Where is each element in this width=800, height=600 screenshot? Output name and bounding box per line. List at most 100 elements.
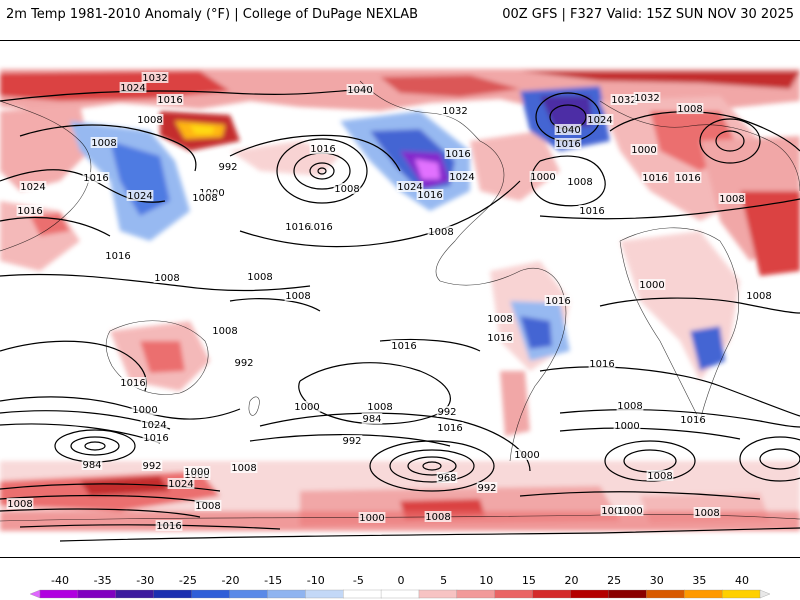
isobar-label-background — [633, 92, 661, 103]
isobar-label: 1008 — [677, 104, 702, 115]
isobar-label: 1000 — [359, 513, 384, 524]
isobar-label: 984 — [82, 460, 101, 471]
isobar-label: 1008 — [334, 184, 359, 195]
isobar-label: 1016 — [675, 173, 700, 184]
colorbar-swatch — [29, 589, 41, 599]
isobar-label-background — [6, 498, 34, 509]
isobar-label: 1008 — [195, 501, 220, 512]
isobar-label-background — [676, 103, 704, 114]
isobar-label: 1032 — [142, 73, 167, 84]
isobar-label: 1016 — [545, 296, 570, 307]
isobar-label-background — [306, 221, 334, 232]
colorbar-tick-label: -5 — [353, 574, 364, 587]
isobar-label-background — [191, 192, 219, 203]
isobar-label: 1000 — [530, 172, 555, 183]
isobar-label: 1016 — [445, 149, 470, 160]
isobar-label: 1008 — [212, 326, 237, 337]
isobar-label: 1008 — [154, 273, 179, 284]
isobar-label: 992 — [342, 436, 361, 447]
isobar-label-background — [104, 250, 132, 261]
colorbar-tick-label: 35 — [692, 574, 706, 587]
isobar-label: 1008 — [487, 314, 512, 325]
isobar-label-background — [309, 143, 337, 154]
isobar-label: 992 — [234, 358, 253, 369]
isobar-label: 1000 — [614, 421, 639, 432]
isobar-label: 1032 — [634, 93, 659, 104]
isobar-label-background — [476, 482, 498, 493]
isobar-label-background — [674, 172, 702, 183]
isobar-label-background — [630, 144, 658, 155]
isobar-label-background — [586, 114, 614, 125]
isobar-label: 1024 — [127, 191, 152, 202]
isobar-label: 1016 — [143, 433, 168, 444]
isobar-label-background — [211, 325, 239, 336]
colorbar-tick-labels: -40 -35 -30 -25 -20 -15 -10 -5 0 5 10 15 20 25 30 35 40 — [51, 574, 749, 587]
isobar-label-background — [119, 82, 147, 93]
colorbar-swatch — [153, 589, 193, 599]
isobar-label: 984 — [362, 414, 381, 425]
isobar-label-background — [233, 357, 255, 368]
model-run-valid-time: 00Z GFS | F327 Valid: 15Z SUN NOV 30 202… — [502, 7, 794, 22]
isobar-label-background — [486, 313, 514, 324]
colorbar-tick-label: 15 — [522, 574, 536, 587]
isobar-label: 1016 — [437, 423, 462, 434]
isobar-label: 1008 — [192, 193, 217, 204]
colorbar-swatch — [39, 589, 79, 599]
weather-map: 1032102410161040100810081016100099210241… — [0, 40, 800, 558]
isobar-label: 1016 — [555, 139, 580, 150]
isobar-label: 1000 — [132, 405, 157, 416]
isobar-label: 1016 — [417, 190, 442, 201]
colorbar-swatch — [721, 589, 761, 599]
isobar-label-background — [284, 221, 312, 232]
isobar-label: 1040 — [555, 125, 580, 136]
colorbar-tick-label: 25 — [607, 574, 621, 587]
isobar-label: 1016 — [680, 415, 705, 426]
isobar-label: 1016 — [105, 251, 130, 262]
isobar-label: 992 — [477, 483, 496, 494]
isobar-label: 1008 — [617, 401, 642, 412]
isobar-label: 1000 — [631, 145, 656, 156]
isobar-label: 1016 — [642, 173, 667, 184]
isobar-label: 1032 — [611, 95, 636, 106]
colorbar-swatch — [191, 589, 231, 599]
isobar-label-background — [544, 295, 572, 306]
isobar-label-background — [16, 205, 44, 216]
isobar-label-background — [141, 460, 163, 471]
colorbar-swatch — [759, 589, 771, 599]
isobar-label: 1016 — [310, 144, 335, 155]
isobar-label: 1008 — [719, 194, 744, 205]
isobar-label: 1008 — [231, 463, 256, 474]
colorbar-swatch — [532, 589, 572, 599]
isobar-label: 1016 — [579, 206, 604, 217]
isobar-label-background — [529, 171, 557, 182]
chart-title: 2m Temp 1981-2010 Anomaly (°F) | College… — [6, 7, 419, 22]
isobar-label: 1024 — [20, 182, 45, 193]
isobar-label-background — [600, 505, 628, 516]
colorbar: -40 -35 -30 -25 -20 -15 -10 -5 0 5 10 15 20 25 30 35 40 — [0, 570, 800, 600]
isobar-label-background — [566, 176, 594, 187]
isobar-label-background — [230, 462, 258, 473]
isobar-label-background — [486, 332, 514, 343]
isobar-label: 1008 — [428, 227, 453, 238]
colorbar-swatch — [494, 589, 534, 599]
isobar-label: 992 — [437, 407, 456, 418]
isobar-label-background — [396, 181, 424, 192]
isobar-label-background — [444, 148, 472, 159]
isobar-label: 1008 — [7, 499, 32, 510]
isobar-label: 992 — [218, 162, 237, 173]
colorbar-swatch — [267, 589, 306, 599]
isobar-label: 1000 — [514, 450, 539, 461]
isobar-label-background — [578, 205, 606, 216]
isobar-label-background — [390, 340, 418, 351]
colorbar-swatch — [456, 589, 496, 599]
isobar-label-background — [616, 505, 644, 516]
isobar-label: 1024 — [168, 479, 193, 490]
colorbar-tick-label: -30 — [136, 574, 154, 587]
isobar-label-background — [19, 181, 47, 192]
isobar-label-background — [136, 114, 164, 125]
isobar-label-background — [183, 466, 211, 477]
isobar-label-background — [448, 171, 476, 182]
isobar-label-background — [119, 377, 147, 388]
isobar-label-background — [358, 512, 386, 523]
isobar-label-background — [745, 290, 773, 301]
